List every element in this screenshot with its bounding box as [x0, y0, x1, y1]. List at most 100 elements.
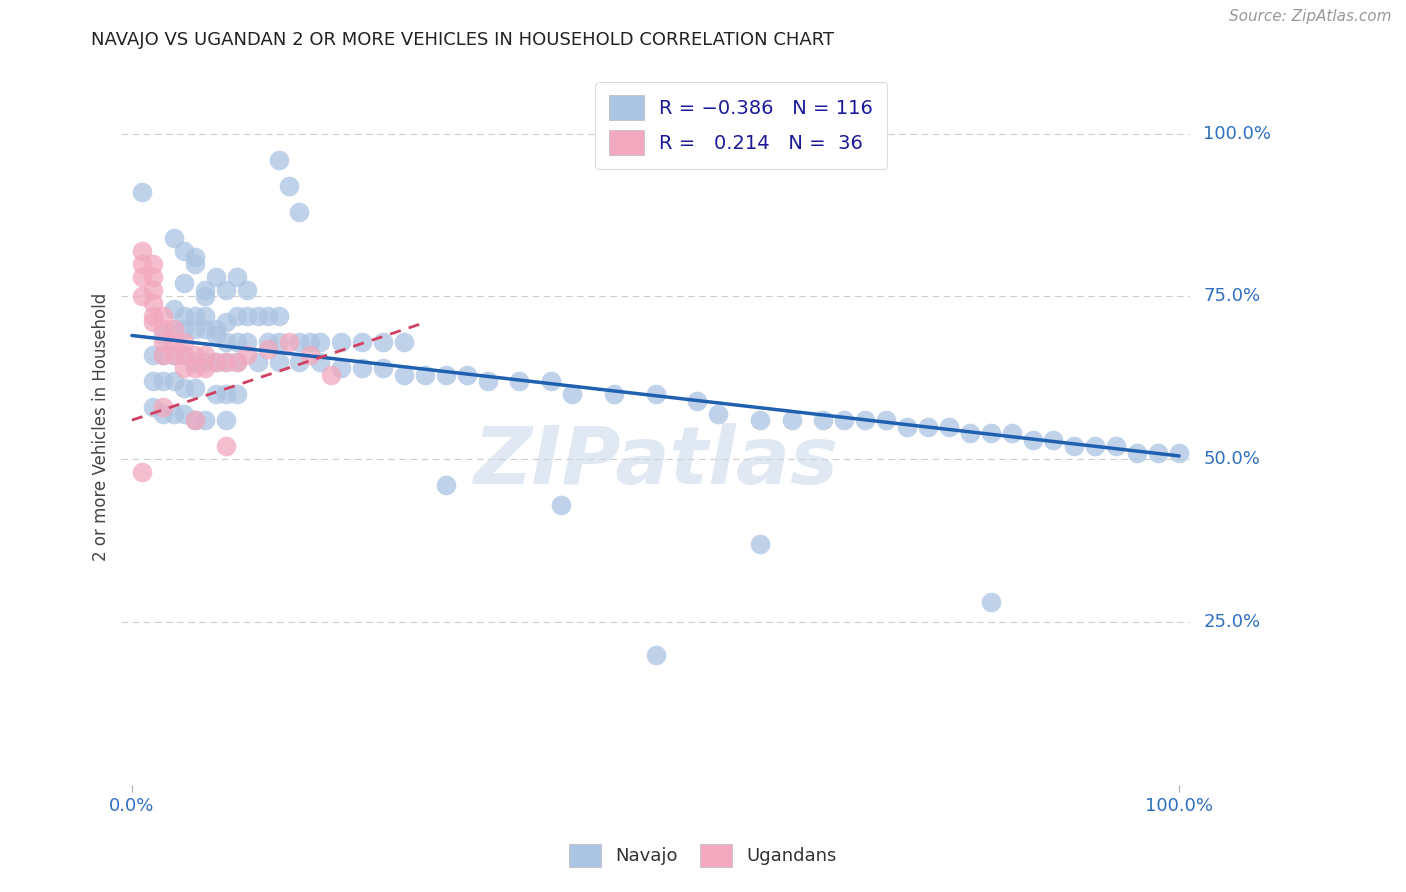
Point	[142, 283, 165, 297]
Point	[298, 334, 321, 349]
Point	[131, 289, 153, 303]
Point	[173, 361, 195, 376]
Point	[142, 374, 165, 388]
Point	[194, 309, 217, 323]
Point	[1063, 439, 1085, 453]
Point	[749, 537, 772, 551]
Point	[142, 400, 165, 414]
Point	[184, 413, 207, 427]
Point	[1000, 426, 1022, 441]
Point	[644, 387, 666, 401]
Point	[236, 283, 259, 297]
Point	[184, 348, 207, 362]
Point	[173, 309, 195, 323]
Point	[225, 354, 247, 368]
Legend: Navajo, Ugandans: Navajo, Ugandans	[561, 837, 845, 874]
Point	[204, 354, 226, 368]
Point	[644, 648, 666, 662]
Point	[142, 309, 165, 323]
Point	[194, 354, 217, 368]
Point	[319, 368, 342, 382]
Point	[434, 478, 457, 492]
Point	[434, 368, 457, 382]
Point	[278, 178, 301, 193]
Y-axis label: 2 or more Vehicles in Household: 2 or more Vehicles in Household	[93, 293, 110, 561]
Point	[152, 334, 174, 349]
Point	[477, 374, 499, 388]
Point	[980, 426, 1002, 441]
Point	[184, 380, 207, 394]
Point	[875, 413, 897, 427]
Point	[152, 348, 174, 362]
Point	[832, 413, 855, 427]
Point	[204, 322, 226, 336]
Point	[236, 348, 259, 362]
Point	[152, 309, 174, 323]
Point	[194, 283, 217, 297]
Point	[1084, 439, 1107, 453]
Point	[749, 413, 772, 427]
Point	[184, 361, 207, 376]
Point	[561, 387, 583, 401]
Point	[131, 269, 153, 284]
Point	[173, 407, 195, 421]
Point	[392, 368, 415, 382]
Point	[152, 407, 174, 421]
Point	[540, 374, 562, 388]
Point	[780, 413, 803, 427]
Point	[215, 334, 238, 349]
Point	[184, 257, 207, 271]
Point	[131, 186, 153, 200]
Point	[938, 419, 960, 434]
Point	[131, 257, 153, 271]
Text: Source: ZipAtlas.com: Source: ZipAtlas.com	[1229, 9, 1392, 24]
Point	[131, 244, 153, 258]
Point	[225, 354, 247, 368]
Text: 50.0%: 50.0%	[1204, 450, 1260, 468]
Point	[413, 368, 436, 382]
Point	[152, 400, 174, 414]
Point	[330, 334, 353, 349]
Point	[257, 342, 280, 356]
Point	[184, 251, 207, 265]
Point	[246, 309, 269, 323]
Point	[152, 374, 174, 388]
Point	[173, 322, 195, 336]
Point	[163, 348, 186, 362]
Text: 25.0%: 25.0%	[1204, 613, 1261, 631]
Point	[267, 354, 290, 368]
Point	[152, 322, 174, 336]
Point	[163, 348, 186, 362]
Point	[163, 322, 186, 336]
Point	[142, 348, 165, 362]
Point	[225, 269, 247, 284]
Point	[131, 465, 153, 479]
Point	[163, 334, 186, 349]
Point	[352, 361, 374, 376]
Text: 100.0%: 100.0%	[1204, 125, 1271, 143]
Point	[257, 309, 280, 323]
Point	[288, 334, 311, 349]
Point	[373, 361, 395, 376]
Point	[392, 334, 415, 349]
Point	[173, 380, 195, 394]
Point	[173, 277, 195, 291]
Point	[309, 334, 332, 349]
Point	[1168, 445, 1191, 459]
Point	[173, 244, 195, 258]
Point	[602, 387, 624, 401]
Point	[152, 328, 174, 343]
Point	[194, 413, 217, 427]
Point	[236, 309, 259, 323]
Point	[225, 309, 247, 323]
Point	[204, 328, 226, 343]
Point	[456, 368, 478, 382]
Point	[184, 322, 207, 336]
Point	[163, 374, 186, 388]
Point	[225, 334, 247, 349]
Point	[184, 309, 207, 323]
Point	[267, 334, 290, 349]
Point	[142, 296, 165, 310]
Point	[811, 413, 834, 427]
Text: ZIPatlas: ZIPatlas	[472, 424, 838, 501]
